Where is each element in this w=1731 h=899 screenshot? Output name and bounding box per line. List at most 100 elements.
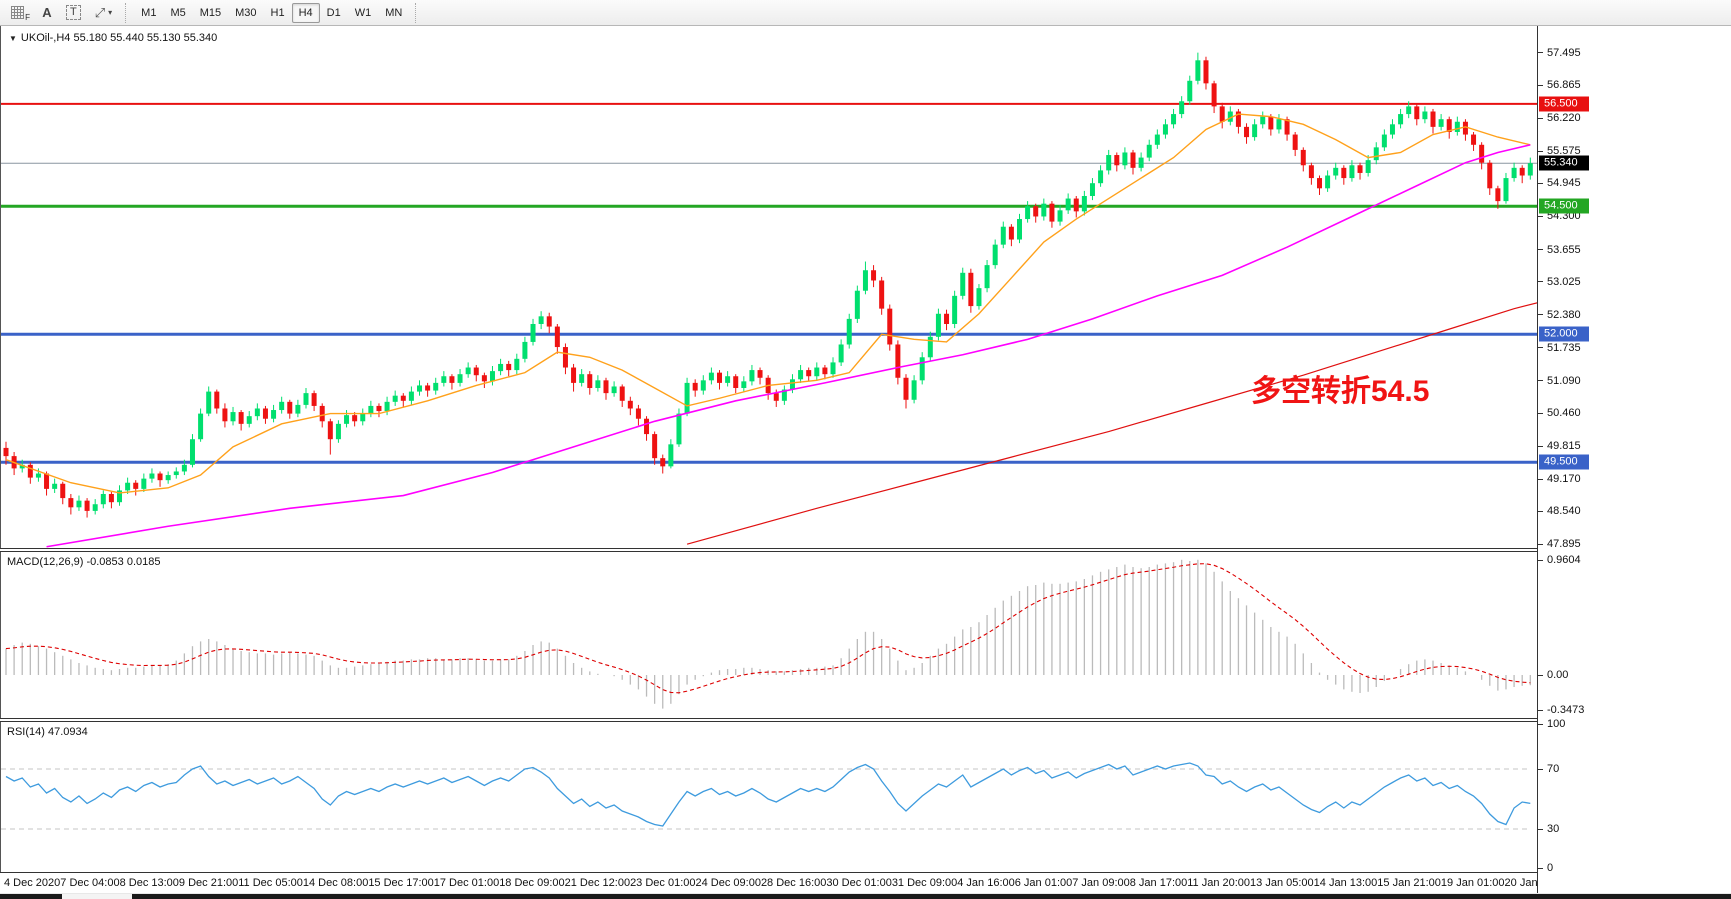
scrollbar-track[interactable] xyxy=(62,894,132,899)
timeframe-group: M1 M5 M15 M30 H1 H4 D1 W1 MN xyxy=(134,2,409,23)
price-tick-label: 56.865 xyxy=(1547,79,1581,92)
axis-tick xyxy=(1538,559,1543,561)
axis-tick xyxy=(1538,828,1543,830)
date-tick-label: 17 Dec 01:00 xyxy=(433,877,500,889)
axis-tick xyxy=(1538,445,1543,447)
price-tick-label: 51.735 xyxy=(1547,341,1581,354)
timeframe-button-h4[interactable]: H4 xyxy=(291,2,320,23)
timeframe-button-m15[interactable]: M15 xyxy=(199,6,222,19)
symbol-ohlc-header: ▼ UKOil-,H4 55.180 55.440 55.130 55.340 xyxy=(9,32,217,44)
macd-axis-label: -0.3473 xyxy=(1547,704,1585,716)
timeframe-button-d1[interactable]: D1 xyxy=(326,6,341,19)
date-tick-label: 23 Dec 01:00 xyxy=(630,877,696,889)
date-tick-label: 15 Dec 17:00 xyxy=(368,877,434,889)
price-badge-49.500: 49.500 xyxy=(1539,454,1589,470)
macd-axis-label: 0.9604 xyxy=(1547,554,1581,566)
toolbar-separator xyxy=(125,2,130,23)
date-tick-label: 28 Dec 16:00 xyxy=(760,877,827,889)
indicators-grid-button[interactable]: F xyxy=(4,3,35,23)
axis-tick xyxy=(1538,674,1543,676)
date-tick-label: 19 Jan 01:00 xyxy=(1440,877,1505,889)
timeframe-button-w1[interactable]: W1 xyxy=(354,6,372,19)
price-badge-56.500: 56.500 xyxy=(1539,96,1589,112)
chart-annotation-text: 多空转折54.5 xyxy=(1251,375,1430,408)
timeframe-button-mn[interactable]: MN xyxy=(385,6,403,19)
rsi-label: RSI(14) 47.0934 xyxy=(7,726,88,738)
macd-axis-label: 0.00 xyxy=(1547,669,1569,681)
toolbar-separator xyxy=(415,2,420,23)
axis-tick xyxy=(1538,249,1543,250)
date-tick-label: 15 Jan 21:00 xyxy=(1377,877,1441,889)
date-tick-label: 14 Dec 08:00 xyxy=(302,877,369,889)
axis-tick xyxy=(1538,543,1543,545)
price-badge-54.500: 54.500 xyxy=(1539,198,1589,214)
price-tick-label: 47.895 xyxy=(1547,538,1581,551)
date-tick-label: 21 Dec 12:00 xyxy=(564,877,631,889)
price-tick-label: 52.380 xyxy=(1547,308,1581,321)
date-tick-label: 7 Jan 09:00 xyxy=(1072,877,1130,889)
date-tick-label: 9 Dec 21:00 xyxy=(178,877,239,889)
price-badge-55.340: 55.340 xyxy=(1539,155,1589,171)
timeframe-button-h1[interactable]: H1 xyxy=(270,6,285,19)
axis-tick xyxy=(1538,281,1543,283)
toolbar: F A T ⤢ ▾ M1 M5 M15 M30 H1 H4 D1 W1 MN xyxy=(0,0,1731,26)
date-tick-label: 7 Dec 04:00 xyxy=(60,877,120,889)
price-badge-52.000: 52.000 xyxy=(1539,326,1589,342)
panel-separator[interactable] xyxy=(0,718,1537,722)
date-tick-label: 8 Dec 13:00 xyxy=(119,877,179,889)
axis-tick xyxy=(1538,182,1543,184)
date-tick-label: 11 Jan 20:00 xyxy=(1187,877,1251,889)
date-tick-label: 8 Jan 17:00 xyxy=(1129,877,1188,889)
axis-tick xyxy=(1538,84,1543,86)
axis-tick xyxy=(1538,510,1543,512)
price-tick-label: 54.945 xyxy=(1547,177,1581,190)
price-tick-label: 55.575 xyxy=(1547,145,1581,158)
candlestick-chart[interactable] xyxy=(1,26,1538,548)
rsi-axis-label: 0 xyxy=(1547,862,1554,874)
price-axis: 57.495 56.865 56.220 55.575 54.945 54.300 53.6… xyxy=(1537,26,1731,893)
date-tick-label: 24 Dec 09:00 xyxy=(695,877,761,889)
price-tick-label: 57.495 xyxy=(1547,46,1581,59)
macd-label: MACD(12,26,9) -0.0853 0.0185 xyxy=(7,556,161,568)
horizontal-scrollbar[interactable] xyxy=(0,893,1731,899)
rsi-chart xyxy=(1,762,1531,830)
date-tick-label: 30 Dec 01:00 xyxy=(826,877,892,889)
letter-a-icon: A xyxy=(42,5,52,20)
axis-tick xyxy=(1538,412,1543,414)
rsi-axis-label: 100 xyxy=(1547,718,1566,730)
timeframe-button-m5[interactable]: M5 xyxy=(170,6,186,19)
timeframe-button-m30[interactable]: M30 xyxy=(235,6,257,19)
date-axis: 4 Dec 2020 7 Dec 04:00 8 Dec 13:00 9 Dec 21… xyxy=(0,872,1695,893)
scrollbar-segment[interactable] xyxy=(0,894,62,899)
axis-tick xyxy=(1538,215,1543,217)
rsi-panel[interactable]: RSI(14) 47.0934 xyxy=(0,722,1537,872)
text-label-button[interactable]: A xyxy=(35,3,59,23)
text-box-button[interactable]: T xyxy=(59,3,88,23)
scrollbar-thumb[interactable] xyxy=(132,894,1731,899)
price-tick-label: 53.025 xyxy=(1547,275,1581,288)
date-tick-label: 4 Dec 2020 xyxy=(4,877,61,889)
axis-tick xyxy=(1538,768,1543,770)
price-tick-label: 50.460 xyxy=(1547,407,1581,420)
diagonal-arrows-icon: ⤢ xyxy=(94,4,106,20)
rsi-axis-label: 30 xyxy=(1547,823,1560,835)
price-tick-label: 49.170 xyxy=(1547,473,1581,486)
axis-tick xyxy=(1538,867,1543,869)
axis-tick xyxy=(1538,117,1543,119)
axis-tick xyxy=(1538,723,1543,725)
axis-tick xyxy=(1538,150,1543,152)
date-tick-label: 13 Jan 05:00 xyxy=(1250,877,1314,889)
axis-tick xyxy=(1538,314,1543,316)
chevron-down-icon: ▾ xyxy=(108,8,113,17)
boxed-t-icon: T xyxy=(66,5,81,20)
axis-tick xyxy=(1538,478,1543,480)
date-tick-label: 18 Dec 09:00 xyxy=(499,877,565,889)
cursor-tools-button[interactable]: ⤢ ▾ xyxy=(88,3,119,23)
macd-panel[interactable]: MACD(12,26,9) -0.0853 0.0185 xyxy=(0,552,1537,718)
timeframe-button-m1[interactable]: M1 xyxy=(141,6,157,19)
date-tick-label: 4 Jan 16:00 xyxy=(957,877,1015,889)
main-chart-panel[interactable]: ▼ UKOil-,H4 55.180 55.440 55.130 55.340 多… xyxy=(0,26,1538,548)
price-tick-label: 49.815 xyxy=(1547,440,1581,453)
panel-separator[interactable] xyxy=(0,548,1537,552)
